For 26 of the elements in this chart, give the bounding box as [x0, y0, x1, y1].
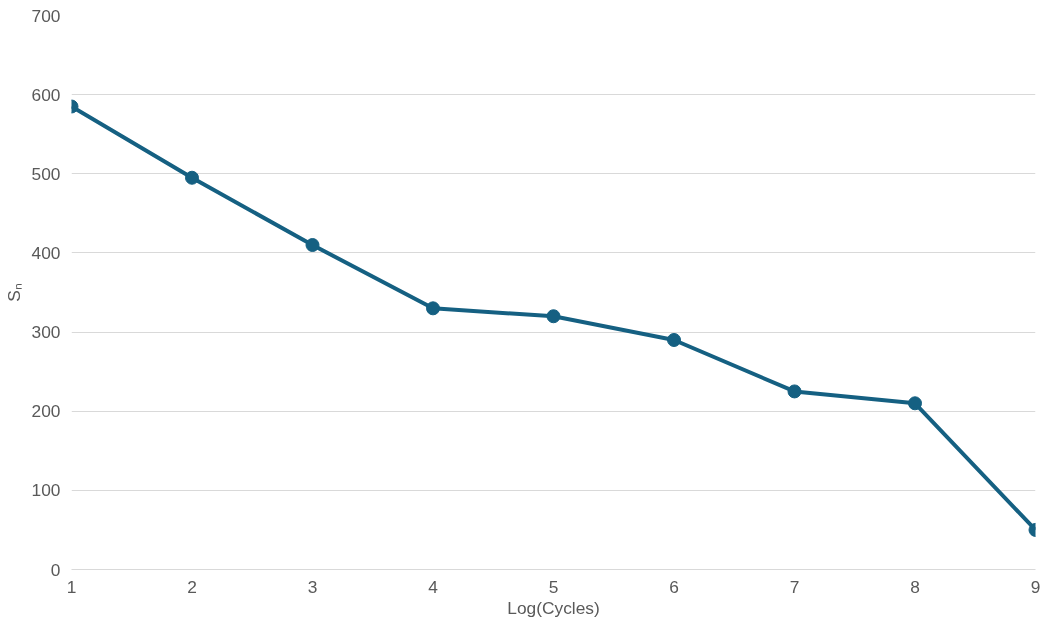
y-tick-label: 100 [31, 480, 61, 501]
y-tick-label: 500 [31, 163, 61, 184]
x-tick-label: 9 [1030, 576, 1041, 597]
point [908, 396, 922, 411]
point [185, 170, 199, 185]
x-tick-label: 4 [428, 576, 439, 597]
x-axis-title: Log(Cycles) [507, 597, 600, 618]
x-tick-label: 6 [669, 576, 679, 597]
y-tick-label: 700 [31, 5, 61, 26]
x-tick-label: 1 [66, 576, 77, 597]
x-tick-label: 3 [307, 576, 318, 597]
x-tick-label: 2 [187, 576, 197, 597]
y-tick-label: 200 [31, 401, 61, 422]
y-tick-label: 300 [31, 322, 61, 343]
x-tick-label: 5 [548, 576, 559, 597]
y-tick-label: 400 [31, 242, 61, 263]
x-tick-label: 8 [910, 576, 920, 597]
x-tick-label: 7 [789, 576, 800, 597]
point [305, 238, 320, 252]
y-tick-label: 0 [50, 559, 61, 580]
point [667, 333, 681, 347]
y-axis-title: Sₙ [3, 283, 24, 302]
point [426, 301, 440, 316]
y-tick-label: 600 [31, 84, 61, 105]
point [787, 384, 802, 399]
point [546, 309, 561, 324]
